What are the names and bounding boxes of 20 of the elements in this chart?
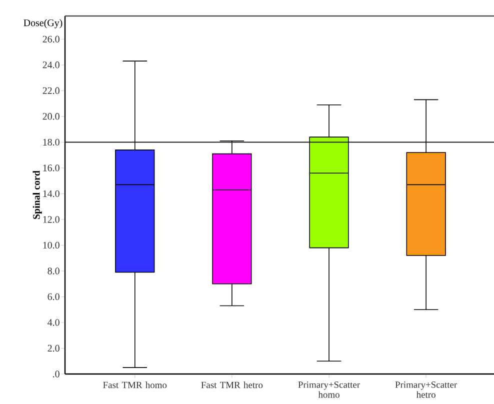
y-axis-title: Spinal cord (32, 170, 42, 219)
y-tick-label: 18.0 (43, 138, 60, 146)
y-tick-label: 24.0 (42, 62, 60, 68)
x-tick-label: Primary+Scatter hetro (395, 382, 458, 398)
y-tick-label: 26.0 (42, 36, 60, 43)
y-tick-label: 2.0 (48, 344, 60, 352)
y-tick-label: 14.0 (43, 190, 60, 198)
y-tick-label: 20.0 (42, 113, 60, 120)
y-tick-label: 16.0 (43, 164, 60, 172)
y-tick-label: 12.0 (43, 216, 60, 223)
y-tick-label: 6.0 (48, 293, 60, 300)
y-tick-label: .0 (52, 370, 60, 378)
y-tick-label: 4.0 (48, 319, 60, 326)
x-tick-label: Fast TMR hetro (201, 382, 263, 388)
x-tick-label: Primary+Scatter homo (298, 382, 360, 398)
y-tick-label: 8.0 (48, 268, 60, 274)
x-tick-label: Fast TMR homo (103, 382, 167, 388)
text: Dose(Gy) (24, 19, 62, 28)
y-tick-label: 22.0 (42, 87, 60, 94)
y-tick-label: 10.0 (43, 242, 60, 249)
